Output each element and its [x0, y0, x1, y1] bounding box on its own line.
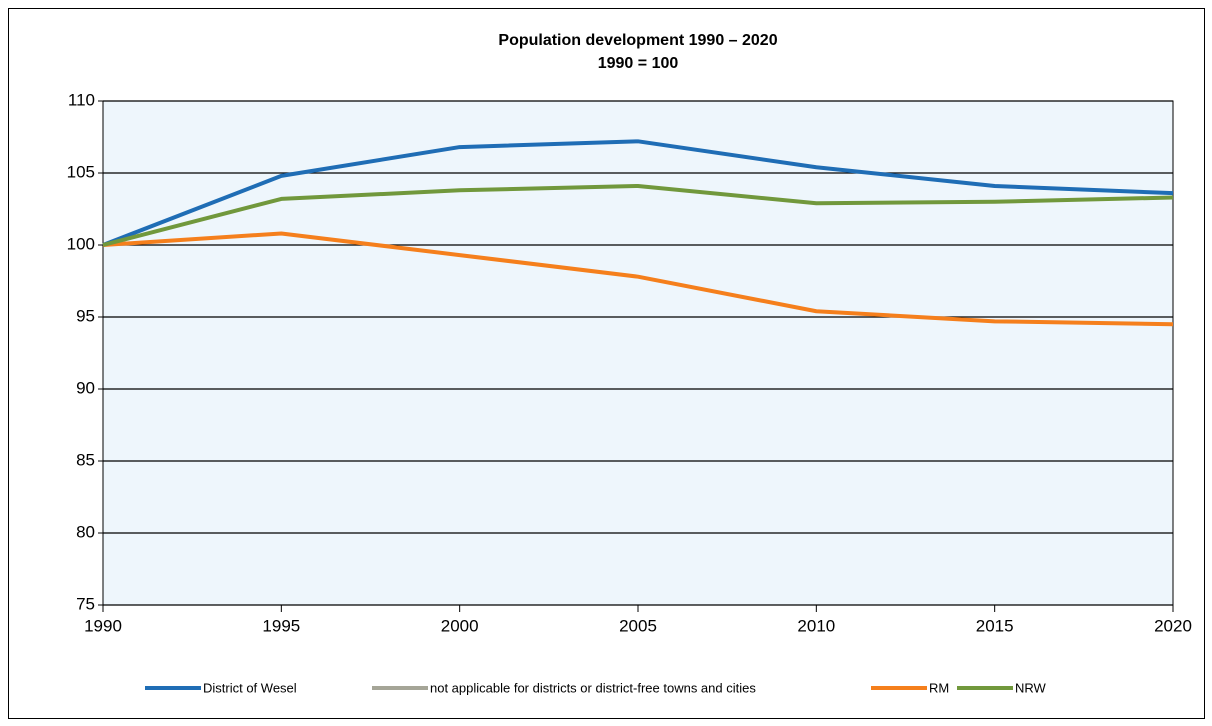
chart-subtitle: 1990 = 100	[598, 55, 679, 72]
plot-area	[103, 101, 1173, 605]
x-tick-label: 2000	[441, 616, 479, 635]
y-tick-label: 95	[76, 306, 95, 325]
legend-label: NRW	[1015, 680, 1047, 695]
x-tick-label: 2005	[619, 616, 657, 635]
chart-title: Population development 1990 – 2020	[498, 32, 777, 49]
plot-border	[102, 100, 1174, 606]
legend-label: District of Wesel	[203, 680, 297, 695]
x-tick-label: 1990	[84, 616, 122, 635]
y-tick-label: 90	[76, 378, 95, 397]
data-line	[102, 231, 1174, 327]
legend-label: not applicable for districts or district…	[430, 680, 756, 695]
y-tick-label: 100	[67, 234, 95, 253]
y-tick-label: 75	[76, 594, 95, 613]
y-tick-label: 110	[68, 90, 95, 109]
x-tick-label: 2015	[976, 616, 1014, 635]
x-tick-label: 1995	[262, 616, 300, 635]
x-tick-label: 2010	[797, 616, 835, 635]
data-line	[102, 183, 1174, 247]
data-line	[102, 139, 1174, 247]
y-tick-label: 85	[76, 450, 95, 469]
x-tick-label: 2020	[1154, 616, 1192, 635]
y-tick-label: 105	[67, 162, 95, 181]
legend-label: RM	[929, 680, 949, 695]
y-tick-label: 80	[76, 522, 95, 541]
